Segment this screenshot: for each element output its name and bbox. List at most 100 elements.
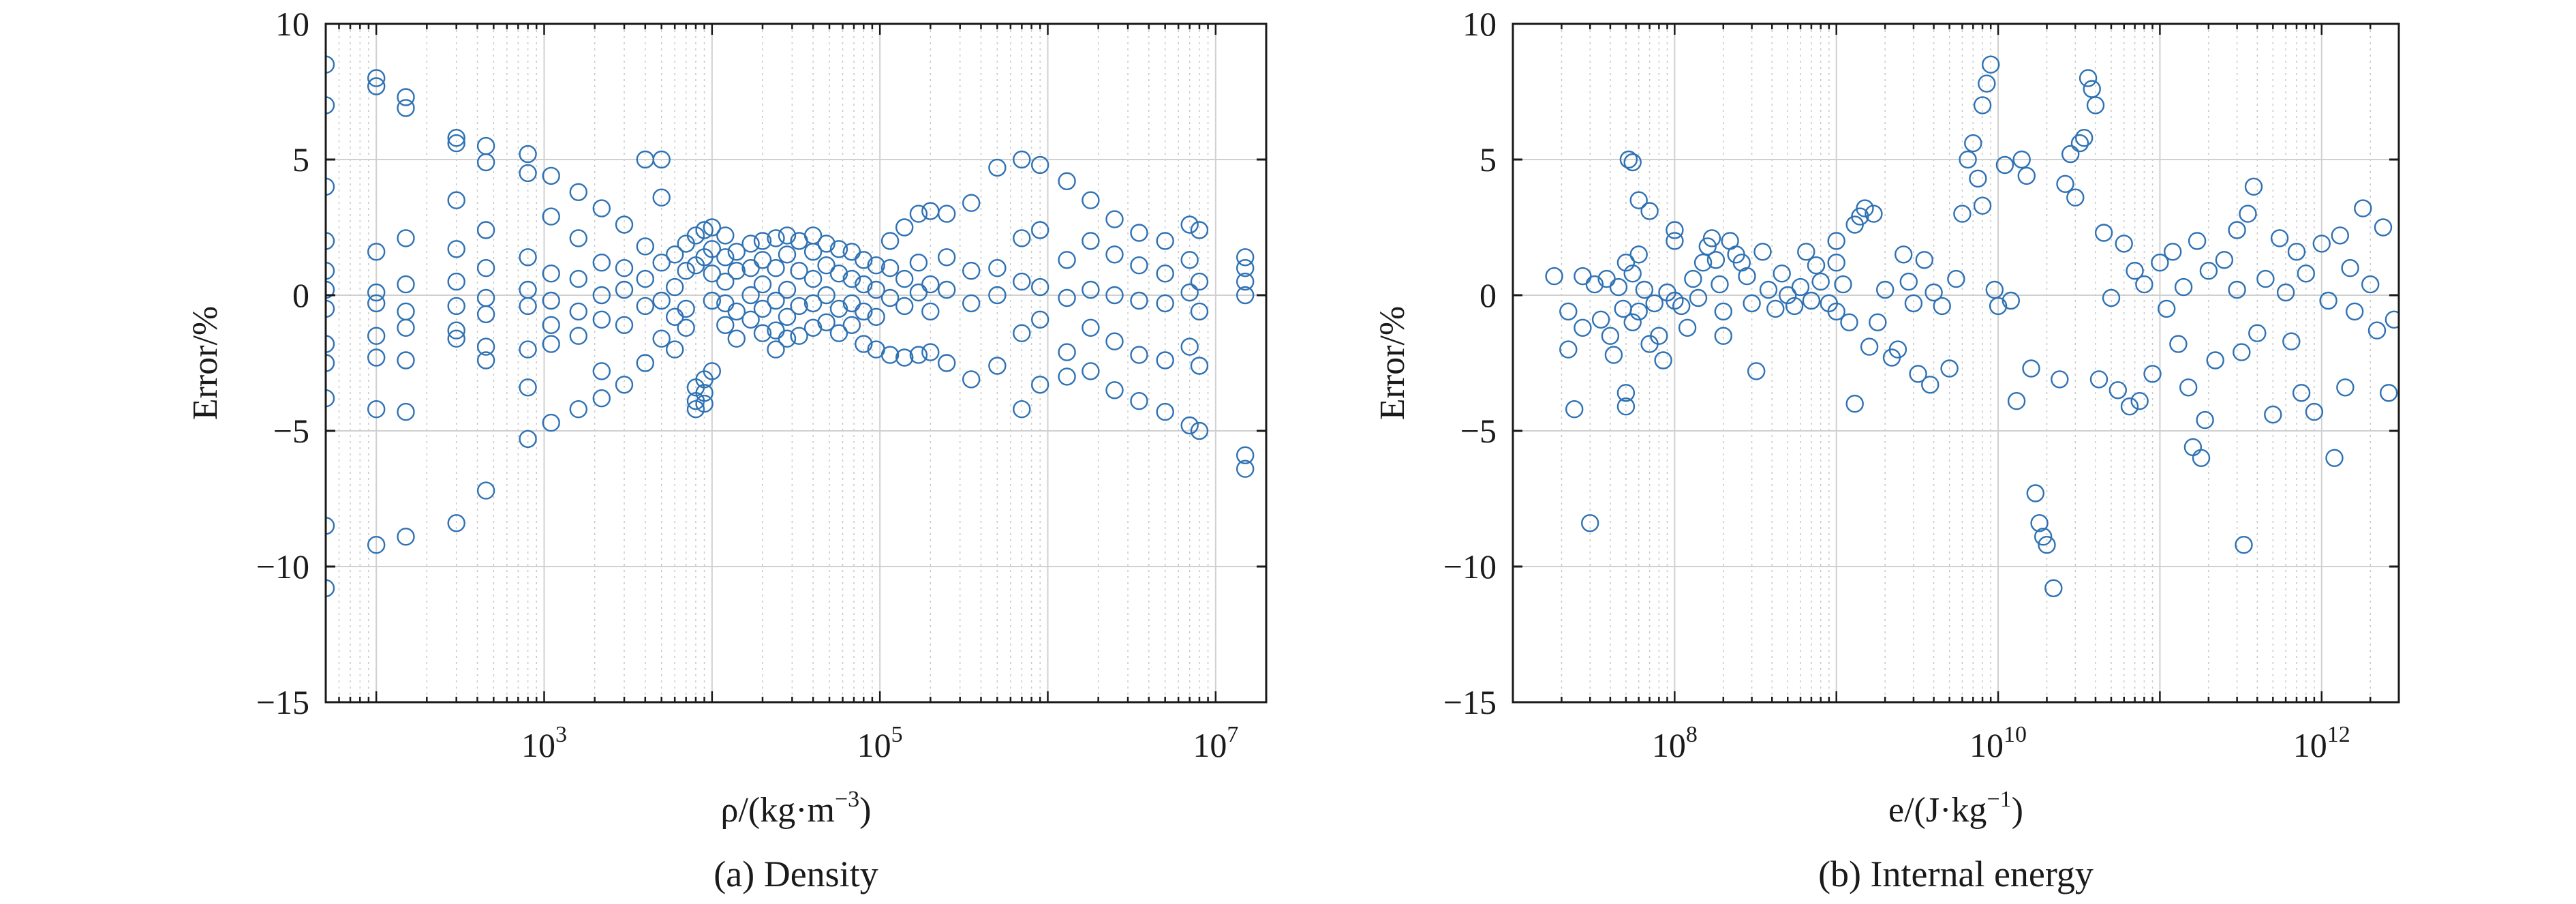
data-point: [476, 351, 495, 370]
data-point: [1013, 150, 1031, 169]
data-point: [895, 218, 914, 237]
data-point: [1738, 267, 1756, 286]
y-tick-label: −10: [1443, 547, 1497, 586]
data-point: [716, 272, 735, 291]
data-point: [716, 226, 735, 245]
x-tick-label: 103: [521, 722, 567, 764]
data-point: [1711, 275, 1729, 294]
data-point: [542, 316, 560, 334]
data-point: [767, 259, 785, 277]
data-point: [569, 302, 587, 321]
data-point: [2151, 254, 2169, 272]
data-point: [447, 128, 465, 147]
data-point: [880, 288, 900, 307]
data-point: [592, 362, 611, 380]
data-point: [1156, 294, 1174, 313]
data-point: [1827, 232, 1845, 250]
data-point: [880, 346, 900, 364]
data-point: [2074, 128, 2094, 147]
data-point: [2026, 484, 2045, 502]
data-point: [1827, 302, 1845, 321]
data-point: [1888, 340, 1907, 359]
data-point: [476, 305, 495, 324]
data-point: [1105, 245, 1124, 264]
data-point: [909, 283, 928, 302]
data-point: [2188, 232, 2207, 250]
data-point: [1236, 259, 1255, 277]
data-point: [397, 402, 415, 421]
data-point: [1013, 324, 1031, 342]
x-axis-title: e/(J·kg−1): [1888, 787, 2023, 830]
data-point: [741, 235, 760, 253]
x-tick-label: 1010: [1969, 722, 2027, 764]
data-point: [1559, 340, 1578, 359]
data-point: [1894, 245, 1913, 264]
data-point: [988, 286, 1007, 305]
data-point: [767, 291, 785, 310]
data-point: [880, 259, 900, 277]
data-point: [476, 259, 495, 277]
data-point: [2341, 259, 2359, 277]
data-point: [397, 229, 415, 247]
data-point: [476, 288, 495, 307]
data-point: [2002, 291, 2021, 310]
data-point: [716, 248, 735, 267]
data-point: [1082, 318, 1100, 337]
data-point: [1156, 351, 1174, 370]
data-point: [519, 145, 537, 164]
data-point: [962, 294, 981, 313]
data-point: [855, 275, 873, 294]
data-point: [1030, 155, 1049, 175]
data-point: [542, 413, 560, 432]
data-point: [1834, 275, 1852, 294]
data-point: [842, 294, 861, 313]
data-point: [2367, 321, 2387, 340]
data-point: [367, 77, 386, 95]
data-point: [2051, 370, 2069, 389]
data-point: [542, 265, 560, 283]
data-point: [1058, 288, 1076, 307]
y-tick-label: −5: [273, 412, 309, 450]
data-point: [1640, 202, 1659, 220]
data-point: [2287, 243, 2306, 261]
data-point: [1840, 313, 1858, 331]
data-point: [767, 229, 785, 247]
data-point: [1190, 302, 1209, 321]
data-point: [652, 291, 671, 310]
data-point: [753, 275, 772, 294]
data-point: [397, 88, 415, 106]
data-point: [1013, 272, 1031, 291]
data-point: [652, 188, 671, 207]
data-point: [1678, 318, 1697, 337]
data-point: [829, 240, 848, 258]
data-point: [741, 286, 760, 305]
data-point: [727, 243, 746, 261]
data-point: [1702, 229, 1721, 247]
data-point: [447, 240, 465, 258]
data-point: [2233, 343, 2251, 361]
data-point: [1601, 327, 1620, 345]
data-point: [2038, 536, 2056, 554]
data-point: [1947, 269, 1965, 288]
data-point: [867, 307, 885, 326]
data-point: [636, 237, 654, 256]
data-point: [592, 310, 611, 329]
data-series: [1545, 55, 2399, 597]
data-point: [636, 354, 654, 372]
data-point: [2007, 392, 2026, 410]
data-point: [2336, 378, 2355, 397]
chart-caption: (a) Density: [714, 854, 878, 894]
data-point: [1865, 205, 1883, 223]
data-point: [880, 232, 900, 250]
data-point: [1785, 297, 1804, 316]
data-point: [1236, 459, 1255, 478]
data-point: [367, 327, 386, 345]
data-point: [2079, 69, 2098, 87]
data-point: [519, 340, 537, 359]
data-point: [615, 316, 634, 334]
data-point: [1899, 272, 1918, 291]
data-point: [1623, 153, 1642, 172]
data-point: [519, 297, 537, 316]
data-point: [1082, 362, 1100, 380]
data-point: [1959, 150, 1977, 169]
